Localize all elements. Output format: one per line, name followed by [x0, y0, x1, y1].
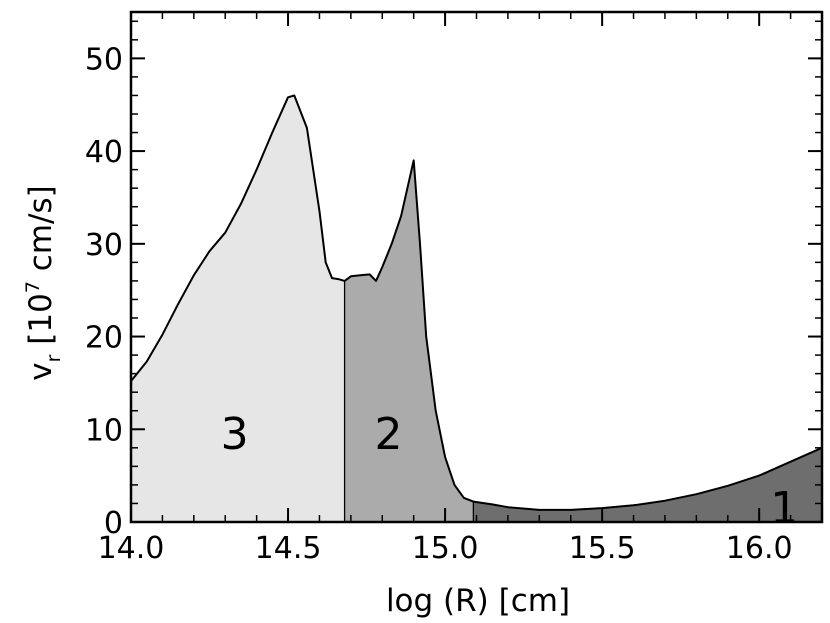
- y-tick-label: 10: [85, 413, 123, 448]
- x-tick-label: 15.5: [569, 531, 636, 566]
- x-tick-label: 15.0: [412, 531, 479, 566]
- region-3-curve: [130, 94, 345, 382]
- region-2-label: 2: [375, 409, 403, 460]
- region-1-area: [473, 447, 822, 522]
- region-2-curve: [344, 159, 474, 503]
- y-axis-label-exponent: 7: [22, 281, 44, 293]
- y-tick-label: 20: [85, 321, 123, 356]
- curve-layer: [130, 94, 823, 522]
- y-axis-label: vr [107 cm/s]: [22, 185, 65, 380]
- y-axis-label-prefix: [10: [23, 293, 59, 354]
- ticks-layer: 14.0 14.5 15.0 15.5 16.0 0 10 20 30 40 50: [85, 12, 823, 566]
- y-axis-label-suffix: cm/s]: [23, 185, 59, 281]
- y-tick-label: 50: [85, 42, 123, 77]
- x-tick-label: 14.0: [98, 531, 165, 566]
- regions-layer: [131, 95, 822, 522]
- y-tick-label: 40: [85, 135, 123, 170]
- y-axis-label-subscript: r: [43, 354, 65, 362]
- region-3-label: 3: [221, 409, 249, 460]
- x-axis-label: log (R) [cm]: [386, 583, 570, 619]
- region-1-curve: [473, 446, 823, 511]
- region-1-label: 1: [770, 483, 798, 534]
- region-labels-layer: 3 2 1: [221, 409, 799, 534]
- y-tick-label: 30: [85, 228, 123, 263]
- y-tick-label: 0: [104, 506, 123, 541]
- x-tick-label: 14.5: [255, 531, 322, 566]
- region-3-area: [131, 95, 345, 522]
- region-2-area: [344, 160, 474, 522]
- y-axis-label-main: v: [23, 362, 59, 380]
- x-tick-label: 16.0: [726, 531, 793, 566]
